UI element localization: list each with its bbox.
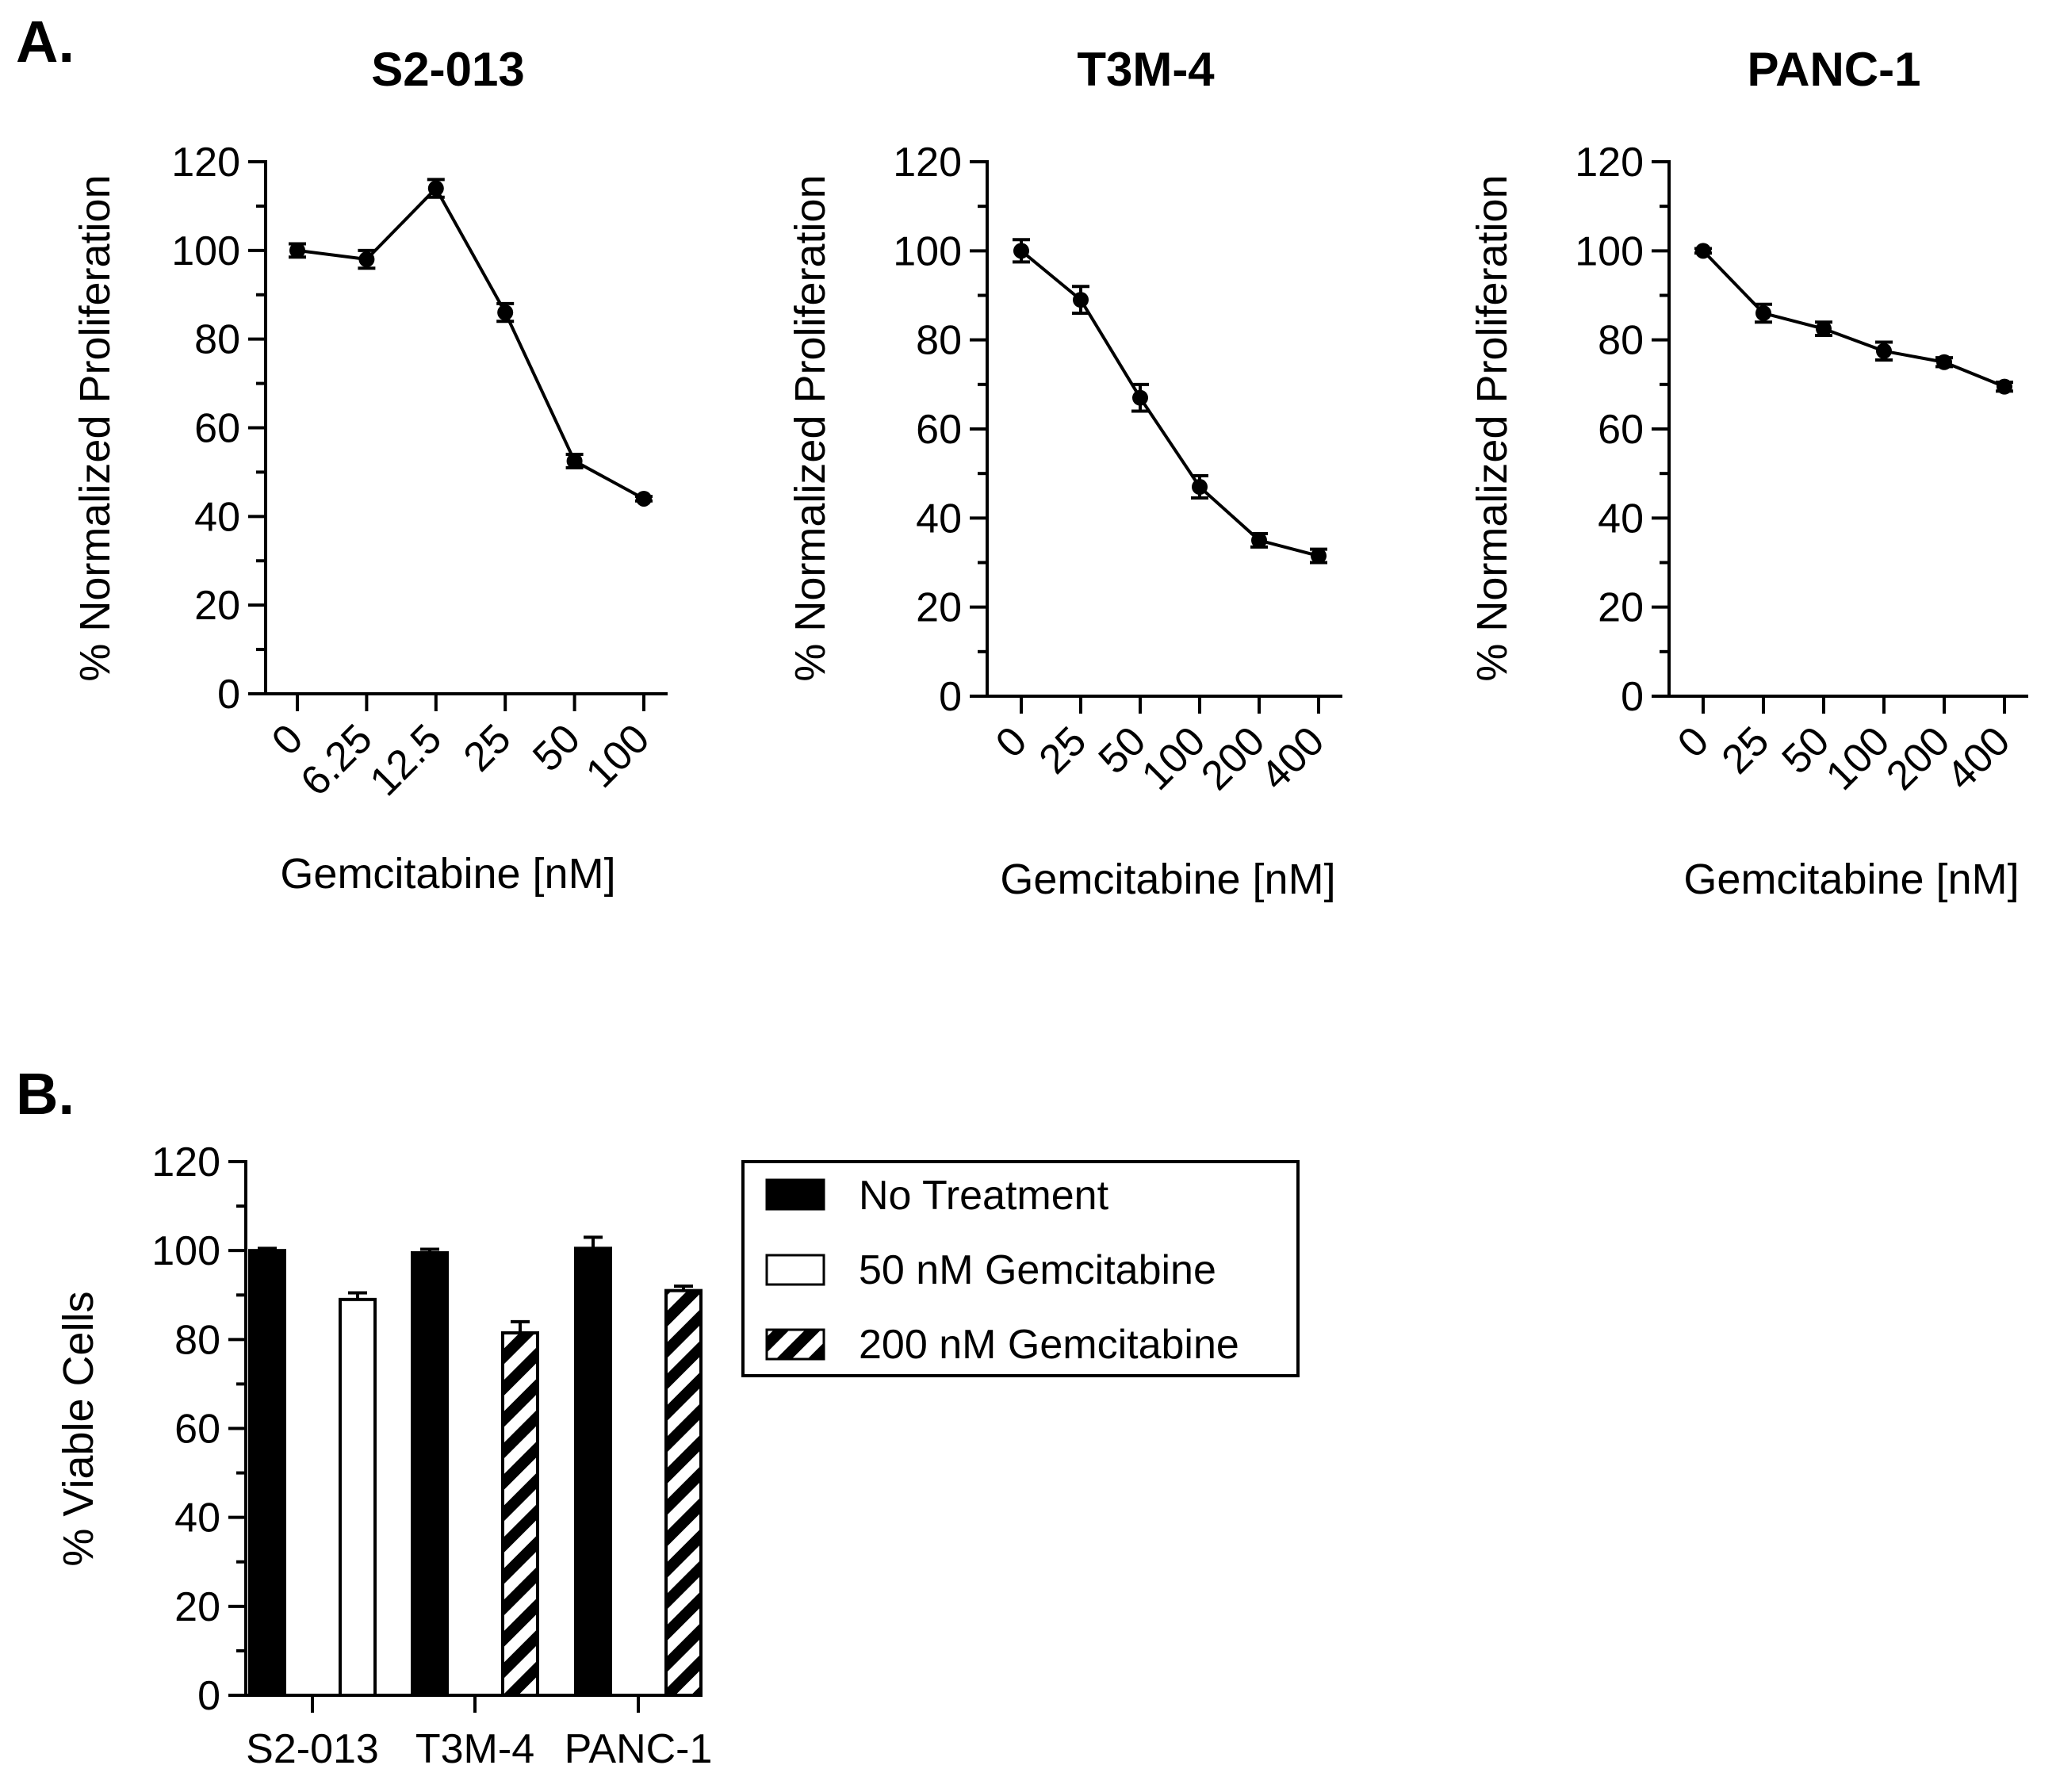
bar — [574, 1246, 612, 1698]
series-line — [297, 186, 645, 500]
x-tick-label: PANC-1 — [565, 1726, 713, 1772]
data-point — [1073, 292, 1089, 308]
y-tick-label: 120 — [893, 140, 962, 186]
data-point — [1192, 479, 1208, 496]
y-tick-label: 60 — [174, 1407, 220, 1453]
data-point — [1876, 343, 1892, 359]
y-tick-label: 40 — [916, 496, 962, 542]
data-point — [1755, 304, 1771, 321]
x-tick-label: 25 — [1713, 718, 1778, 783]
data-point — [1997, 378, 2012, 395]
legend-swatch-50nm — [765, 1254, 825, 1286]
legend-label-200nm: 200 nM Gemcitabine — [859, 1322, 1239, 1368]
y-tick-label: 40 — [194, 494, 240, 540]
series-line — [1020, 249, 1319, 558]
data-point — [1251, 532, 1267, 549]
y-tick-label: 20 — [916, 585, 962, 631]
data-point — [1936, 354, 1952, 370]
y-tick-label: 120 — [171, 140, 240, 186]
legend-box — [741, 1160, 1300, 1377]
y-tick-label: 100 — [1575, 228, 1644, 274]
chart-title: PANC-1 — [1748, 43, 1921, 96]
data-point — [1132, 389, 1148, 406]
data-point — [1311, 548, 1327, 565]
y-tick-label: 0 — [1621, 674, 1644, 720]
line-chart-t3m-4: T3M-4 Gemcitabine [nM] % Normalized Prol… — [787, 43, 1342, 903]
y-tick-label: 100 — [171, 228, 240, 274]
line-chart-s2-013: S2-013 Gemcitabine [nM] % Normalized Pro… — [71, 43, 668, 898]
x-tick-label: 100 — [577, 715, 658, 796]
y-tick-label: 20 — [194, 583, 240, 629]
y-axis-title: % Normalized Proliferation — [1468, 174, 1516, 681]
x-axis-title: Gemcitabine [nM] — [280, 850, 615, 898]
y-axis-title: % Normalized Proliferation — [787, 174, 834, 681]
y-tick-label: 80 — [174, 1317, 220, 1363]
y-axis-title: % Viable Cells — [55, 1291, 102, 1566]
data-point — [427, 180, 444, 197]
y-tick-label: 20 — [174, 1584, 220, 1630]
x-tick-label: 400 — [1938, 718, 2019, 798]
y-tick-label: 80 — [194, 317, 240, 363]
y-tick-label: 0 — [939, 674, 962, 720]
data-point — [636, 490, 652, 507]
x-tick-label: 25 — [1031, 718, 1096, 783]
x-axis-title: Gemcitabine [nM] — [1000, 856, 1335, 903]
data-point — [1816, 320, 1832, 337]
data-point — [1695, 243, 1711, 259]
legend: No Treatment 50 nM Gemcitabine 200 nM Ge… — [741, 1160, 1300, 1377]
y-tick-label: 100 — [893, 228, 962, 274]
bar-chart-viable-cells: % Viable Cells No Treatment 50 nM Gemcit… — [55, 1139, 1300, 1772]
panel-b-label: B. — [16, 1061, 75, 1127]
y-tick-label: 60 — [1598, 407, 1644, 453]
chart-title: S2-013 — [371, 43, 524, 96]
bar — [411, 1250, 449, 1697]
y-tick-label: 20 — [1598, 585, 1644, 631]
x-tick-label: S2-013 — [246, 1726, 379, 1772]
x-tick-label: 400 — [1252, 718, 1333, 798]
data-point — [566, 453, 583, 469]
y-tick-label: 0 — [217, 672, 240, 718]
y-tick-label: 40 — [174, 1495, 220, 1541]
y-tick-label: 120 — [1575, 140, 1644, 186]
x-tick-label: 0 — [987, 718, 1036, 766]
data-point — [1013, 243, 1029, 259]
x-tick-label: 0 — [263, 715, 312, 764]
line-chart-panc-1: PANC-1 Gemcitabine [nM] % Normalized Pro… — [1468, 43, 2028, 903]
legend-swatch-200nm — [765, 1328, 825, 1361]
x-tick-label: 0 — [1669, 718, 1717, 766]
legend-label-50nm: 50 nM Gemcitabine — [859, 1247, 1216, 1293]
x-tick-label: 6.25 — [292, 715, 381, 805]
y-tick-label: 40 — [1598, 496, 1644, 542]
x-axis-title: Gemcitabine [nM] — [1683, 856, 2019, 903]
y-tick-label: 80 — [916, 318, 962, 364]
x-tick-label: T3M-4 — [415, 1726, 534, 1772]
y-tick-label: 100 — [151, 1228, 220, 1274]
data-point — [289, 242, 305, 258]
y-tick-label: 60 — [916, 407, 962, 453]
x-tick-label: 12.5 — [362, 715, 451, 805]
chart-title: T3M-4 — [1077, 43, 1215, 96]
y-tick-label: 80 — [1598, 318, 1644, 364]
bar — [501, 1331, 539, 1697]
bar — [664, 1288, 703, 1698]
y-tick-label: 60 — [194, 406, 240, 452]
panel-a-label: A. — [16, 9, 75, 75]
data-point — [358, 251, 375, 268]
y-tick-label: 0 — [197, 1673, 220, 1719]
y-axis-title: % Normalized Proliferation — [71, 174, 119, 681]
bar — [339, 1297, 377, 1697]
legend-swatch-no-treatment — [765, 1178, 825, 1211]
legend-label-no-treatment: No Treatment — [859, 1173, 1109, 1219]
x-tick-label: 25 — [455, 715, 520, 780]
y-tick-label: 120 — [151, 1139, 220, 1185]
data-point — [497, 304, 514, 321]
x-tick-label: 50 — [524, 715, 589, 780]
bar — [248, 1249, 286, 1697]
series-line — [1702, 249, 2005, 389]
